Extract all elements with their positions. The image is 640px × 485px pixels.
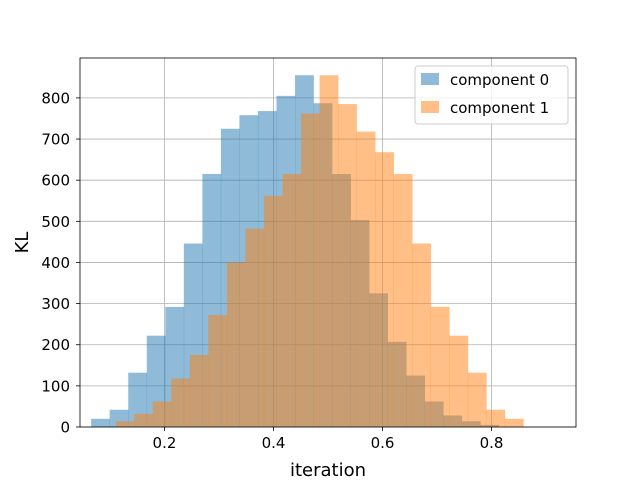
y-tick-label-3: 300 (41, 295, 70, 313)
bar-series-1-bin-16 (412, 243, 432, 427)
bar-series-0-bin-2 (128, 372, 148, 427)
y-tick-label-2: 200 (41, 336, 70, 354)
legend-label-component-1: component 1 (450, 99, 549, 117)
bar-series-1-bin-5 (208, 315, 228, 427)
bar-series-1-bin-21 (504, 418, 524, 427)
x-tick-label-2: 0.6 (371, 434, 395, 452)
y-tick-label-6: 600 (41, 172, 70, 190)
bar-series-0-bin-0 (91, 418, 111, 427)
y-tick-label-7: 700 (41, 131, 70, 149)
bar-series-1-bin-13 (356, 131, 376, 428)
y-tick-label-8: 800 (41, 89, 70, 107)
axis-ticks: 0.2 0.4 0.6 0.8 0 100 200 300 400 500 600 700 800 (41, 89, 503, 452)
y-tick-label-5: 500 (41, 213, 70, 231)
bar-series-1-bin-1 (134, 413, 154, 427)
x-tick-label-3: 0.8 (480, 434, 504, 452)
y-tick-label-1: 100 (41, 377, 70, 395)
bar-series-1-bin-17 (430, 306, 450, 427)
bar-series-1-bin-8 (263, 195, 283, 427)
legend-swatch-component-1 (421, 101, 439, 113)
x-axis-label: iteration (290, 460, 366, 480)
bar-series-1-bin-0 (115, 421, 135, 427)
histogram-bars (91, 75, 524, 428)
bar-series-1-bin-11 (319, 75, 339, 428)
x-tick-label-1: 0.4 (262, 434, 286, 452)
y-axis-label: KL (12, 232, 33, 254)
y-tick-label-0: 0 (60, 419, 70, 437)
bar-series-1-bin-4 (189, 355, 209, 427)
bar-series-1-bin-2 (152, 401, 172, 427)
legend-box (414, 65, 569, 125)
bar-series-1-bin-9 (282, 174, 302, 427)
bar-series-1-bin-7 (245, 228, 265, 427)
bar-series-1-bin-6 (226, 262, 246, 427)
bar-series-1-bin-10 (301, 113, 320, 427)
legend: component 0 component 1 (414, 65, 569, 125)
legend-label-component-0: component 0 (450, 71, 549, 89)
x-tick-label-0: 0.2 (153, 434, 177, 452)
legend-swatch-component-0 (421, 73, 439, 85)
bar-series-1-bin-20 (486, 409, 506, 427)
plot-frame (79, 57, 577, 428)
bar-series-1-bin-19 (467, 372, 487, 427)
bar-series-1-bin-14 (375, 152, 394, 427)
bar-series-1-bin-15 (393, 174, 413, 427)
bar-series-1-bin-3 (171, 378, 191, 427)
bar-series-1-bin-18 (449, 335, 469, 427)
y-tick-label-4: 400 (41, 254, 70, 272)
bar-series-1-bin-12 (338, 104, 357, 427)
